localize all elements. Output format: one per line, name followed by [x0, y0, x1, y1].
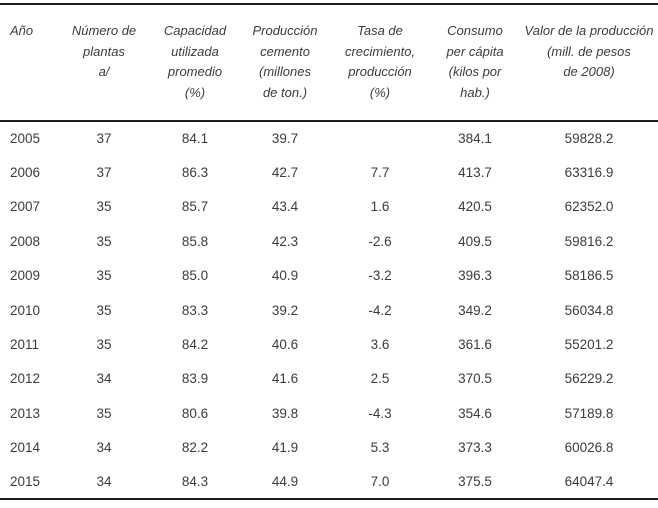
cell-tasa: 7.7: [370, 165, 390, 181]
cell-produccion: 41.9: [271, 440, 299, 456]
cell-valor: 56034.8: [564, 302, 614, 318]
cell-tasa: [330, 121, 430, 155]
table-row-2012: 2012 34 83.9 41.6 2.5 370.5 56229.2: [0, 362, 658, 396]
cell-produccion: 42.7: [271, 165, 299, 181]
cell-plantas: 35: [96, 268, 112, 284]
col-header-produccion: Producción cemento (millones de ton.): [240, 4, 330, 122]
cell-plantas: 37: [96, 131, 112, 147]
table-row-2008: 2008 35 85.8 42.3 -2.6 409.5 59816.2: [0, 224, 658, 258]
cell-consumo: 361.6: [458, 337, 492, 353]
col-header-valor: Valor de la producción (mill. de pesos d…: [520, 4, 658, 122]
cell-valor: 64047.4: [564, 474, 614, 490]
cell-produccion: 42.3: [271, 233, 299, 249]
cell-valor: 60026.8: [564, 440, 614, 456]
cell-consumo: 409.5: [458, 233, 492, 249]
cell-capacidad: 83.9: [181, 371, 209, 387]
cell-year: 2014: [10, 440, 41, 456]
cell-produccion: 44.9: [271, 474, 299, 490]
table-row-2007: 2007 35 85.7 43.4 1.6 420.5 62352.0: [0, 190, 658, 224]
col-header-consumo: Consumo per cápita (kilos por hab.): [430, 4, 520, 122]
cell-plantas: 35: [96, 405, 112, 421]
cell-capacidad: 84.2: [181, 337, 209, 353]
cell-produccion: 40.6: [271, 337, 299, 353]
cell-year: 2008: [10, 233, 41, 249]
cement-statistics-table: Año Número de plantas a/ Capacidad utili…: [0, 3, 658, 501]
cell-tasa: -2.6: [368, 233, 392, 249]
col-header-ano: Año: [0, 4, 58, 122]
cell-tasa: -4.3: [368, 405, 392, 421]
cell-valor: 57189.8: [564, 405, 614, 421]
cell-capacidad: 85.8: [181, 233, 209, 249]
table-row-2010: 2010 35 83.3 39.2 -4.2 349.2 56034.8: [0, 293, 658, 327]
cell-year: 2009: [10, 268, 41, 284]
cell-valor: 62352.0: [564, 199, 614, 215]
table-row-2006: 2006 37 86.3 42.7 7.7 413.7 63316.9: [0, 155, 658, 189]
cell-plantas: 37: [96, 165, 112, 181]
table-row-2015: 2015 34 84.3 44.9 7.0 375.5 64047.4: [0, 465, 658, 499]
cell-produccion: 43.4: [271, 199, 299, 215]
cell-capacidad: 85.0: [181, 268, 209, 284]
cell-produccion: 40.9: [271, 268, 299, 284]
col-header-tasa: Tasa de crecimiento, producción (%): [330, 4, 430, 122]
cell-capacidad: 84.3: [181, 474, 209, 490]
cell-year: 2005: [10, 131, 41, 147]
cell-produccion: 39.7: [271, 131, 299, 147]
cell-produccion: 41.6: [271, 371, 299, 387]
cell-capacidad: 80.6: [181, 405, 209, 421]
cell-produccion: 39.2: [271, 302, 299, 318]
cell-consumo: 354.6: [458, 405, 492, 421]
table-row-2011: 2011 35 84.2 40.6 3.6 361.6 55201.2: [0, 327, 658, 361]
cell-year: 2011: [10, 337, 40, 353]
cell-year: 2010: [10, 302, 41, 318]
header-row: Año Número de plantas a/ Capacidad utili…: [0, 4, 658, 122]
cell-plantas: 34: [96, 474, 112, 490]
col-header-plantas: Número de plantas a/: [58, 4, 150, 122]
cell-year: 2013: [10, 405, 41, 421]
cell-valor: 58186.5: [564, 268, 614, 284]
cell-consumo: 370.5: [458, 371, 492, 387]
cell-consumo: 384.1: [458, 131, 492, 147]
cell-valor: 59828.2: [564, 131, 614, 147]
cell-tasa: 3.6: [370, 337, 390, 353]
cell-capacidad: 82.2: [181, 440, 209, 456]
table-row-2014: 2014 34 82.2 41.9 5.3 373.3 60026.8: [0, 431, 658, 465]
cell-plantas: 35: [96, 302, 112, 318]
col-header-capacidad: Capacidad utilizada promedio (%): [150, 4, 240, 122]
cell-valor: 59816.2: [564, 233, 614, 249]
cell-plantas: 35: [96, 233, 112, 249]
cell-tasa: 5.3: [370, 440, 390, 456]
cell-consumo: 420.5: [458, 199, 492, 215]
cell-year: 2015: [10, 474, 41, 490]
cell-consumo: 413.7: [458, 165, 492, 181]
cell-capacidad: 86.3: [181, 165, 209, 181]
cell-consumo: 373.3: [458, 440, 492, 456]
cell-year: 2006: [10, 165, 41, 181]
cell-plantas: 34: [96, 440, 112, 456]
cell-tasa: 7.0: [370, 474, 390, 490]
cell-valor: 55201.2: [564, 337, 614, 353]
table-row-2009: 2009 35 85.0 40.9 -3.2 396.3 58186.5: [0, 259, 658, 293]
cell-tasa: -3.2: [368, 268, 392, 284]
cell-consumo: 349.2: [458, 302, 492, 318]
cell-valor: 63316.9: [564, 165, 614, 181]
cell-tasa: 2.5: [370, 371, 390, 387]
cell-produccion: 39.8: [271, 405, 299, 421]
cell-consumo: 396.3: [458, 268, 492, 284]
cell-plantas: 34: [96, 371, 112, 387]
cell-tasa: -4.2: [368, 302, 392, 318]
cell-valor: 56229.2: [564, 371, 614, 387]
cell-tasa: 1.6: [370, 199, 390, 215]
cell-consumo: 375.5: [458, 474, 492, 490]
cell-year: 2012: [10, 371, 41, 387]
cell-plantas: 35: [96, 337, 112, 353]
cell-year: 2007: [10, 199, 41, 215]
table-row-2005: 2005 37 84.1 39.7 384.1 59828.2: [0, 121, 658, 155]
cell-capacidad: 85.7: [181, 199, 209, 215]
cell-plantas: 35: [96, 199, 112, 215]
table-row-2013: 2013 35 80.6 39.8 -4.3 354.6 57189.8: [0, 396, 658, 430]
cell-capacidad: 84.1: [181, 131, 209, 147]
cell-capacidad: 83.3: [181, 302, 209, 318]
